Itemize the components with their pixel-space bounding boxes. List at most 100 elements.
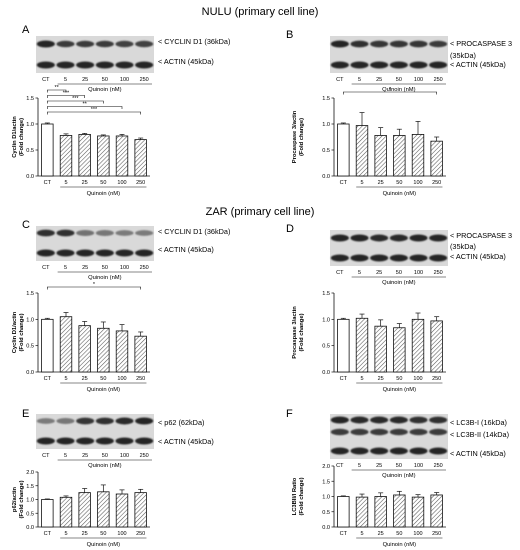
bar: [115, 493, 129, 528]
blot-band: [429, 416, 448, 424]
blot-band: [76, 61, 95, 69]
y-tick-label: 0.5: [26, 148, 34, 154]
panel-letter: D: [286, 223, 294, 235]
significance-label: **: [83, 102, 88, 108]
bar: [97, 491, 110, 528]
significance-bracket: [47, 106, 123, 109]
blot-lane-label: 250: [140, 77, 149, 83]
blot-label: < CYCLIN D1 (36kDa): [158, 37, 230, 46]
blot-band: [350, 428, 369, 436]
y-tick-label: 1.0: [26, 122, 34, 128]
bar: [393, 494, 406, 528]
x-tick-label: 5: [360, 180, 363, 186]
x-axis-label: Quinoin (nM): [87, 191, 121, 197]
y-tick-label: 2.0: [26, 470, 34, 476]
y-tick-label: 0.0: [322, 370, 330, 376]
x-tick-label: 100: [413, 531, 422, 537]
x-axis-label: Quinoin (nM): [383, 191, 417, 197]
blot-band: [429, 61, 448, 69]
blot-band: [389, 40, 408, 48]
panel-letter: C: [22, 219, 30, 231]
y-axis-label: Cyclin D1/actin: [12, 116, 18, 158]
x-tick-label: CT: [340, 180, 348, 186]
blot-label: < LC3B-I (16kDa): [450, 418, 507, 427]
blot-band: [36, 61, 55, 69]
blot-label: (35kDa): [450, 242, 476, 251]
x-tick-label: CT: [340, 531, 348, 537]
bar: [115, 135, 129, 177]
blot-xlabel: Quinoin (nM): [382, 473, 416, 479]
blot-lane-label: CT: [42, 453, 50, 459]
x-tick-label: 250: [136, 376, 145, 382]
blot-band: [135, 437, 154, 445]
x-tick-label: 5: [360, 531, 363, 537]
bar: [41, 499, 54, 528]
bar: [59, 135, 73, 177]
bar: [430, 140, 443, 177]
blot-lane-label: CT: [336, 463, 344, 469]
blot-lane-label: 50: [102, 453, 108, 459]
x-tick-label: CT: [44, 180, 52, 186]
blot-lane-label: 25: [376, 270, 382, 276]
blot-band: [370, 416, 389, 424]
blot-band: [330, 447, 349, 455]
blot-lane-label: CT: [42, 77, 50, 83]
blot-lane-label: 250: [434, 77, 443, 83]
blot-band: [95, 40, 114, 48]
blot-image: [330, 36, 448, 73]
y-tick-label: 0.5: [322, 344, 330, 350]
y-axis-label: (Fold change): [299, 118, 305, 156]
blot-band: [389, 61, 408, 69]
y-axis-label: (Fold change): [299, 477, 305, 515]
y-tick-label: 0.5: [322, 510, 330, 516]
blot-lane-label: 25: [376, 463, 382, 469]
blot-lane-label: 100: [120, 265, 129, 271]
blot-lane-label: 5: [358, 77, 361, 83]
blot-label: < p62 (62kDa): [158, 418, 204, 427]
x-tick-label: 5: [360, 376, 363, 382]
blot-lane-label: 50: [396, 463, 402, 469]
blot-band: [350, 61, 369, 69]
blot-band: [350, 254, 369, 262]
blot-band: [56, 249, 75, 257]
y-tick-label: 0.5: [26, 344, 34, 350]
blot-band: [350, 447, 369, 455]
blot-band: [135, 230, 154, 236]
bar: [355, 125, 369, 177]
x-tick-label: 100: [413, 180, 422, 186]
significance-label: ***: [72, 96, 79, 102]
blot-band: [56, 418, 75, 424]
x-tick-label: CT: [44, 531, 52, 537]
blot-lane-label: 250: [140, 265, 149, 271]
significance-label: ***: [91, 107, 98, 113]
bar: [411, 496, 425, 528]
blot-band: [429, 447, 448, 455]
blot-lane-label: 25: [82, 77, 88, 83]
x-tick-label: 25: [378, 376, 384, 382]
bar: [430, 494, 443, 528]
blot-band: [389, 254, 408, 262]
section-title-nulu: NULU (primary cell line): [202, 6, 319, 18]
blot-label: < ACTIN (45kDa): [450, 449, 506, 458]
y-tick-label: 0.0: [26, 370, 34, 376]
x-axis-label: Quinoin (nM): [87, 387, 121, 393]
blot-band: [370, 234, 389, 242]
panel-letter: F: [286, 408, 293, 420]
x-tick-label: 250: [432, 376, 441, 382]
blot-label: < LC3B-II (14kDa): [450, 430, 509, 439]
x-tick-label: 100: [117, 180, 126, 186]
y-axis-label: Procaspase 3/actin: [292, 110, 298, 163]
blot-band: [76, 437, 95, 445]
x-tick-label: 100: [117, 376, 126, 382]
blot-lane-label: 5: [64, 77, 67, 83]
blot-band: [95, 249, 114, 257]
panel-f: F < LC3B-I (16kDa) < LC3B-II (14kDa) < ACTI…: [286, 408, 509, 548]
significance-bracket: [47, 100, 104, 104]
blot-xlabel: Quinoin (nM): [88, 275, 122, 281]
blot-band: [350, 416, 369, 424]
blot-band: [429, 234, 448, 242]
y-axis-label: Procaspase 3/actin: [292, 306, 298, 359]
y-tick-label: 1.5: [322, 479, 330, 485]
blot-image: [36, 414, 154, 449]
